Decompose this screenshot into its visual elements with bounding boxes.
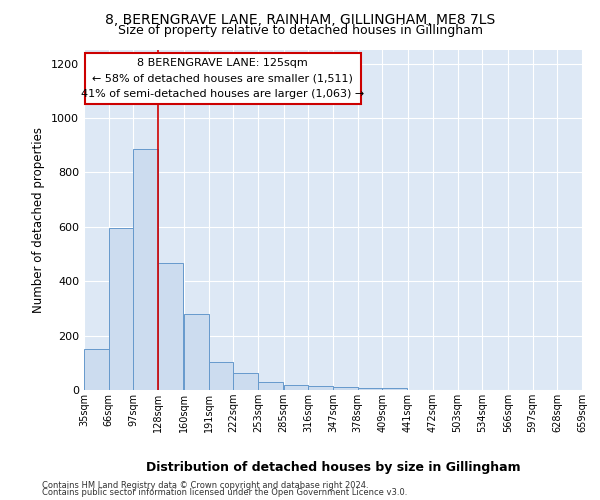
Bar bbox=[209, 362, 233, 390]
Bar bbox=[308, 386, 333, 390]
Text: Distribution of detached houses by size in Gillingham: Distribution of detached houses by size … bbox=[146, 461, 520, 474]
Bar bbox=[358, 388, 382, 390]
Bar bbox=[382, 388, 407, 390]
Text: ← 58% of detached houses are smaller (1,511): ← 58% of detached houses are smaller (1,… bbox=[92, 74, 353, 84]
Bar bbox=[109, 228, 133, 390]
FancyBboxPatch shape bbox=[85, 54, 361, 104]
Text: Size of property relative to detached houses in Gillingham: Size of property relative to detached ho… bbox=[118, 24, 482, 37]
Text: Contains HM Land Registry data © Crown copyright and database right 2024.: Contains HM Land Registry data © Crown c… bbox=[42, 480, 368, 490]
Bar bbox=[133, 149, 158, 390]
Bar bbox=[184, 314, 209, 390]
Text: 8 BERENGRAVE LANE: 125sqm: 8 BERENGRAVE LANE: 125sqm bbox=[137, 58, 308, 68]
Text: 41% of semi-detached houses are larger (1,063) →: 41% of semi-detached houses are larger (… bbox=[81, 89, 364, 99]
Text: 8, BERENGRAVE LANE, RAINHAM, GILLINGHAM, ME8 7LS: 8, BERENGRAVE LANE, RAINHAM, GILLINGHAM,… bbox=[105, 12, 495, 26]
Y-axis label: Number of detached properties: Number of detached properties bbox=[32, 127, 46, 313]
Bar bbox=[233, 373, 258, 390]
Bar bbox=[284, 384, 308, 390]
Text: Contains public sector information licensed under the Open Government Licence v3: Contains public sector information licen… bbox=[42, 488, 407, 497]
Bar bbox=[158, 263, 183, 390]
Bar bbox=[258, 382, 283, 390]
Bar bbox=[333, 388, 358, 390]
Bar bbox=[84, 348, 109, 390]
